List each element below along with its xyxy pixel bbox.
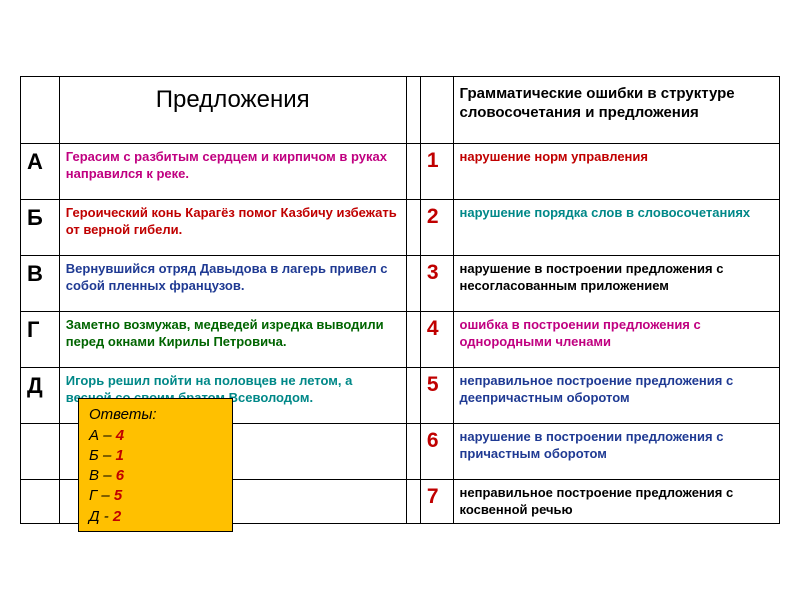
answer-letter: Б xyxy=(89,447,99,464)
sentence-cell: Вернувшийся отряд Давыдова в лагерь прив… xyxy=(59,256,406,312)
header-sentences: Предложения xyxy=(59,77,406,144)
error-cell: нарушение в построении предложения с при… xyxy=(453,424,779,480)
number-cell: 7 xyxy=(420,480,453,524)
header-row: Предложения Грамматические ошибки в стру… xyxy=(21,77,780,144)
answer-line: Б – 1 xyxy=(89,446,222,466)
answer-letter: Г xyxy=(89,487,97,504)
answer-letter: А xyxy=(89,427,99,444)
sentence-cell: Герасим с разбитым сердцем и кирпичом в … xyxy=(59,144,406,200)
number-cell: 6 xyxy=(420,424,453,480)
answer-line: Г – 5 xyxy=(89,486,222,506)
answer-number: 5 xyxy=(114,487,122,504)
table-row: В Вернувшийся отряд Давыдова в лагерь пр… xyxy=(21,256,780,312)
header-errors: Грамматические ошибки в структуре словос… xyxy=(453,77,779,144)
sentence-cell: Героический конь Карагёз помог Казбичу и… xyxy=(59,200,406,256)
spacer-cell xyxy=(406,368,420,424)
answer-letter: В xyxy=(89,467,99,484)
number-cell: 2 xyxy=(420,200,453,256)
letter-cell: Д xyxy=(21,368,60,424)
error-cell: ошибка в построении предложения с одноро… xyxy=(453,312,779,368)
answer-number: 1 xyxy=(115,447,123,464)
answer-number: 2 xyxy=(113,508,121,525)
number-cell: 1 xyxy=(420,144,453,200)
answer-sep: – xyxy=(103,467,111,484)
answer-line: В – 6 xyxy=(89,466,222,486)
spacer-cell xyxy=(406,256,420,312)
letter-cell xyxy=(21,424,60,480)
letter-cell: А xyxy=(21,144,60,200)
number-cell: 5 xyxy=(420,368,453,424)
answer-sep: – xyxy=(101,487,109,504)
answer-sep: - xyxy=(104,508,109,525)
table-row: А Герасим с разбитым сердцем и кирпичом … xyxy=(21,144,780,200)
answer-number: 6 xyxy=(116,467,124,484)
letter-cell: Б xyxy=(21,200,60,256)
grammar-table-container: Предложения Грамматические ошибки в стру… xyxy=(20,76,780,524)
letter-cell xyxy=(21,480,60,524)
answer-line: Д - 2 xyxy=(89,507,222,527)
table-row: Г Заметно возмужав, медведей изредка выв… xyxy=(21,312,780,368)
error-cell: нарушение норм управления xyxy=(453,144,779,200)
answer-line: А – 4 xyxy=(89,426,222,446)
letter-cell: Г xyxy=(21,312,60,368)
spacer-cell xyxy=(406,480,420,524)
answer-sep: – xyxy=(103,447,111,464)
header-spacer xyxy=(406,77,420,144)
error-cell: неправильное построение предложения с ко… xyxy=(453,480,779,524)
sentence-cell: Заметно возмужав, медведей изредка вывод… xyxy=(59,312,406,368)
number-cell: 3 xyxy=(420,256,453,312)
answers-box: Ответы: А – 4 Б – 1 В – 6 Г – 5 Д - 2 xyxy=(78,398,233,532)
answer-sep: – xyxy=(103,427,111,444)
letter-cell: В xyxy=(21,256,60,312)
header-number-cell xyxy=(420,77,453,144)
spacer-cell xyxy=(406,424,420,480)
error-cell: нарушение порядка слов в словосочетаниях xyxy=(453,200,779,256)
header-letter-cell xyxy=(21,77,60,144)
spacer-cell xyxy=(406,312,420,368)
answer-letter: Д xyxy=(89,508,100,525)
answer-number: 4 xyxy=(116,427,124,444)
table-row: Б Героический конь Карагёз помог Казбичу… xyxy=(21,200,780,256)
spacer-cell xyxy=(406,144,420,200)
number-cell: 4 xyxy=(420,312,453,368)
spacer-cell xyxy=(406,200,420,256)
error-cell: неправильное построение предложения с де… xyxy=(453,368,779,424)
answers-title: Ответы: xyxy=(89,405,222,425)
error-cell: нарушение в построении предложения с нес… xyxy=(453,256,779,312)
